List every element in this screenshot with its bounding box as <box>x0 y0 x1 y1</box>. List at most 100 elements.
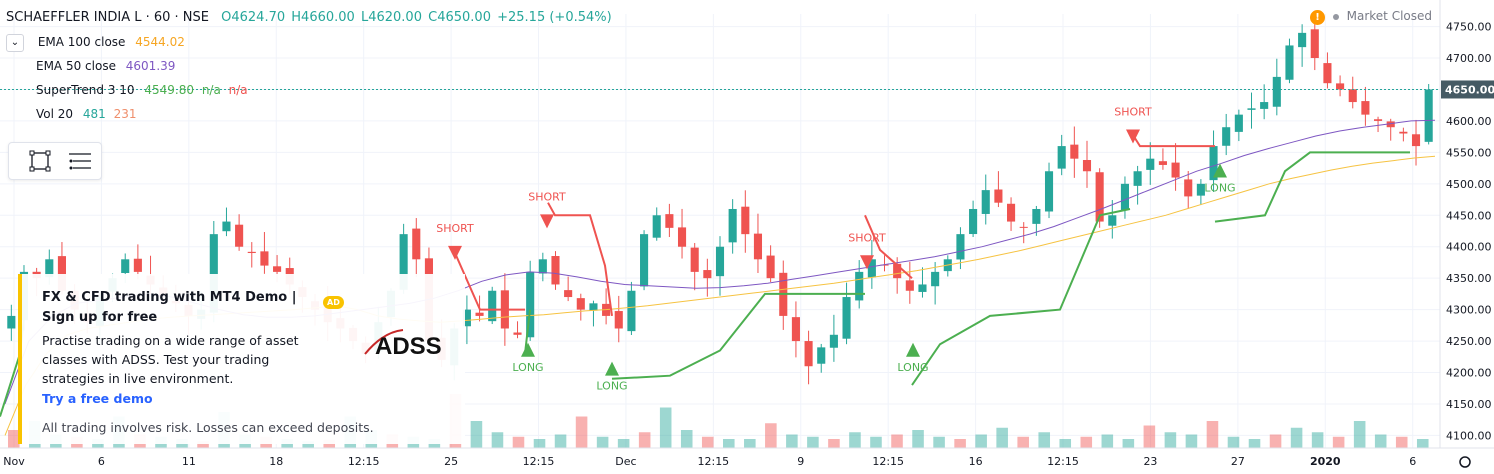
candle-body <box>576 298 585 310</box>
candle-body <box>1209 146 1218 181</box>
short-signal-label: SHORT <box>848 231 886 244</box>
volume-bar <box>1017 436 1029 448</box>
legend-ema50[interactable]: EMA 50 close 4601.39 <box>6 54 614 78</box>
volume-bar <box>1206 421 1219 448</box>
ema50-label: EMA 50 close <box>36 59 116 73</box>
time-tick-label: 23 <box>1143 455 1157 468</box>
price-tick-label: 4100.00 <box>1446 429 1492 442</box>
volume-bar <box>659 407 672 448</box>
settings-gear-icon[interactable] <box>1459 456 1471 468</box>
candle-body <box>1070 144 1079 159</box>
candle-body <box>956 234 965 260</box>
candle-body <box>918 284 927 292</box>
time-tick-label: 27 <box>1231 455 1245 468</box>
volume-bar <box>765 423 777 448</box>
candle-body <box>690 247 699 272</box>
close-value: C4650.00 <box>428 10 491 25</box>
collapse-legend-button[interactable]: ⌄ <box>6 33 24 52</box>
volume-bar <box>197 441 209 448</box>
price-tick-label: 4500.00 <box>1446 178 1492 191</box>
candle-body <box>564 290 573 298</box>
candle-body <box>1361 101 1370 115</box>
candle-body <box>247 251 256 254</box>
candle-body <box>7 315 16 329</box>
volume-bar <box>786 434 798 448</box>
candle-body <box>1399 131 1408 134</box>
volume-bar <box>1290 427 1303 448</box>
volume-bar <box>470 421 483 448</box>
object-tree-icon[interactable] <box>67 149 93 173</box>
legend-volume[interactable]: Vol 20 481 231 <box>6 102 614 126</box>
volume-bar <box>638 432 651 448</box>
candle-body <box>462 309 471 327</box>
ad-cta-link[interactable]: Try a free demo <box>42 391 153 406</box>
short-arrow-icon <box>1126 129 1140 144</box>
candle-body <box>1044 171 1054 212</box>
time-tick-label: 6 <box>98 455 105 468</box>
price-tick-label: 4400.00 <box>1446 241 1492 254</box>
candle-body <box>1272 76 1281 107</box>
supertrend-line <box>611 292 865 380</box>
supertrend-na-2: n/a <box>228 83 248 97</box>
candle-body <box>538 259 547 274</box>
adss-logo[interactable]: ADSS <box>363 324 463 364</box>
candle-body <box>728 208 737 243</box>
time-tick-label: 16 <box>969 455 983 468</box>
candle-body <box>614 311 623 329</box>
candle-body <box>222 221 231 232</box>
legend-ema100[interactable]: ⌄ EMA 100 close 4544.02 <box>6 30 614 54</box>
price-tick-label: 4200.00 <box>1446 367 1492 380</box>
rectangle-tool-icon[interactable] <box>27 149 53 173</box>
volume-bar <box>554 434 567 448</box>
price-tick-label: 4450.00 <box>1446 209 1492 222</box>
supertrend-line <box>1214 151 1410 223</box>
ad-disclaimer: All trading involves risk. Losses can ex… <box>42 420 374 435</box>
price-tick-label: 4550.00 <box>1446 146 1492 159</box>
volume-bar <box>1353 421 1366 448</box>
candle-body <box>1411 134 1421 147</box>
supertrend-line <box>524 309 531 354</box>
long-arrow-icon <box>521 342 535 357</box>
open-value: O4624.70 <box>221 10 286 25</box>
candle-body <box>1260 102 1269 109</box>
volume-bar <box>1311 432 1324 448</box>
candle-body <box>1146 158 1155 170</box>
volume-value: 481 <box>82 107 106 121</box>
candle-body <box>1133 171 1142 186</box>
volume-bar <box>596 436 609 448</box>
volume-bar <box>512 436 525 448</box>
candle-body <box>57 256 66 291</box>
last-price-tag-text: 4650.00 <box>1445 83 1494 96</box>
candle-body <box>931 271 940 287</box>
candle-body <box>1095 172 1104 222</box>
candle-body <box>1171 162 1180 178</box>
ad-banner[interactable]: FX & CFD trading with MT4 Demo | Sign up… <box>18 274 465 444</box>
candle-body <box>526 271 535 338</box>
time-tick-label: 18 <box>269 455 283 468</box>
market-status[interactable]: ! Market Closed <box>1309 9 1432 25</box>
legend-supertrend[interactable]: SuperTrend 3 10 4549.80 n/a n/a <box>6 78 614 102</box>
candle-body <box>1057 146 1066 169</box>
volume-bar <box>1227 436 1240 448</box>
volume-bar <box>975 434 987 448</box>
symbol-name: SCHAEFFLER INDIA L · 60 · NSE <box>6 10 209 25</box>
ad-headline[interactable]: FX & CFD trading with MT4 Demo | Sign up… <box>42 290 297 325</box>
volume-bar <box>723 439 735 448</box>
volume-bar <box>1038 432 1051 448</box>
candle-body <box>209 234 218 313</box>
candle-body <box>703 270 712 279</box>
price-tick-label: 4300.00 <box>1446 304 1492 317</box>
candle-body <box>45 259 54 278</box>
supertrend-value: 4549.80 <box>144 83 194 97</box>
volume-bar <box>996 427 1008 448</box>
candle-body <box>235 224 244 247</box>
warning-icon: ! <box>1309 10 1325 25</box>
drawing-toolbar <box>8 142 102 180</box>
volume-bar <box>1416 439 1429 448</box>
last-price-tag <box>1441 80 1494 99</box>
volume-bar <box>617 439 630 448</box>
candle-body <box>1019 226 1028 228</box>
low-value: L4620.00 <box>360 10 422 25</box>
candle-body <box>1386 121 1395 128</box>
supertrend-line <box>911 208 1131 386</box>
